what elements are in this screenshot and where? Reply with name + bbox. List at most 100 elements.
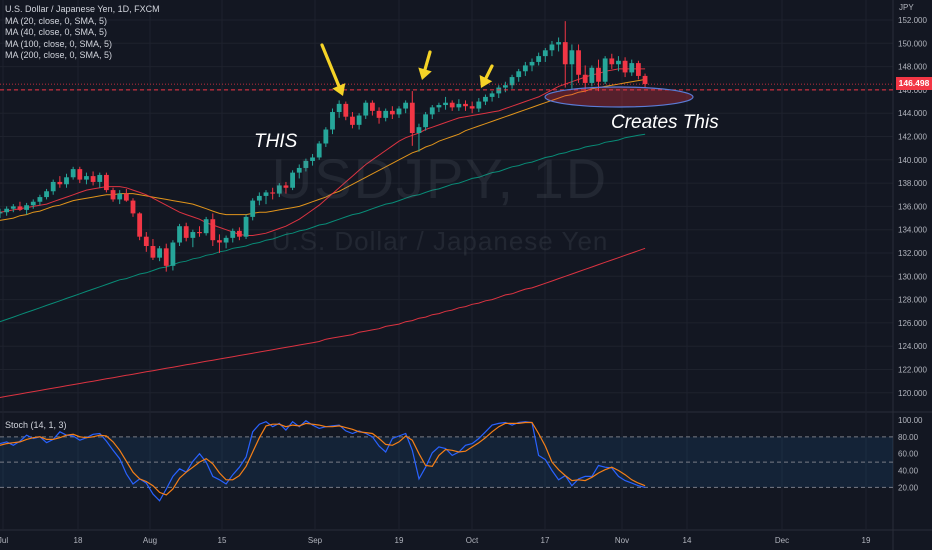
arrow-shaft (423, 50, 432, 72)
candle-body (296, 167, 302, 173)
candle-body (137, 213, 143, 237)
candle-body (522, 65, 528, 72)
arrow-head (479, 75, 493, 88)
time-tick: Aug (143, 536, 157, 545)
legend-ma100[interactable]: MA (100, close, 0, SMA, 5) (5, 38, 113, 49)
ma-line-ma40 (0, 78, 646, 221)
price-tick: 142.000 (898, 133, 927, 142)
candle-body (50, 181, 56, 192)
candle-body (37, 197, 43, 202)
candle-body (343, 103, 349, 117)
candle-body (190, 232, 196, 238)
candle-body (436, 105, 442, 108)
legend-ma20[interactable]: MA (20, close, 0, SMA, 5) (5, 15, 108, 26)
candle-body (123, 193, 129, 201)
ma-line-ma100 (0, 133, 646, 323)
time-tick: 19 (862, 536, 871, 545)
arrow-head (332, 83, 346, 96)
price-tick: 138.000 (898, 179, 927, 188)
candle-body (383, 110, 389, 118)
candle-body (30, 201, 36, 206)
stoch-tick: 60.00 (898, 450, 919, 459)
candle-body (609, 58, 615, 65)
candle-body (263, 192, 269, 196)
stoch-band (0, 436, 893, 488)
time-axis[interactable]: Jul 18 Aug 15 Sep 19 Oct 17 Nov 14 Dec 19 (0, 536, 871, 545)
candle-body (363, 102, 369, 116)
stoch-tick: 20.00 (898, 483, 919, 492)
candle-body (243, 216, 249, 237)
time-tick: 18 (74, 536, 83, 545)
candle-body (223, 237, 229, 243)
legend-symbol[interactable]: U.S. Dollar / Japanese Yen, 1D, FXCM (5, 4, 160, 14)
candle-body (203, 219, 209, 234)
candle-body (542, 50, 548, 57)
chart-legend[interactable]: U.S. Dollar / Japanese Yen, 1D, FXCM MA … (5, 4, 160, 62)
price-axis[interactable]: 120.000 122.000 124.000 126.000 128.000 130.0… (898, 16, 927, 398)
arrow-shaft (484, 64, 494, 80)
legend-ma40[interactable]: MA (40, close, 0, SMA, 5) (5, 27, 108, 37)
annotation-creates-this: Creates This (611, 112, 719, 133)
candle-body (636, 63, 641, 76)
candle-body (44, 191, 49, 198)
candle-body (509, 77, 515, 86)
candle-body (476, 101, 482, 109)
candle-body (197, 232, 202, 234)
stoch-axis[interactable]: 20.00 40.00 60.00 80.00 100.00 (898, 416, 923, 492)
currency-label: JPY (899, 3, 914, 12)
candle-body (556, 42, 561, 45)
candle-body (177, 226, 182, 243)
ma-line-ma200 (0, 247, 646, 398)
candle-body (350, 116, 355, 125)
time-tick: Sep (308, 536, 323, 545)
candle-body (416, 127, 422, 134)
candle-body (503, 85, 508, 88)
candle-body (602, 58, 608, 82)
candle-body (409, 102, 415, 134)
price-tick: 130.000 (898, 272, 927, 281)
time-tick: Oct (466, 536, 479, 545)
candle-body (230, 230, 236, 238)
candle-body (70, 169, 76, 178)
candle-body (456, 103, 462, 108)
time-tick: 14 (683, 536, 692, 545)
candle-body (562, 42, 568, 65)
candle-body (370, 102, 375, 111)
arrow-head (418, 67, 432, 80)
legend-ma200[interactable]: MA (200, close, 0, SMA, 5) (5, 50, 113, 60)
price-tick: 152.000 (898, 16, 927, 25)
stoch-lines (0, 420, 646, 502)
candle-body (316, 143, 322, 158)
candle-body (356, 115, 362, 125)
candle-body (536, 56, 542, 62)
candle-body (110, 190, 116, 200)
stoch-line-k (0, 420, 646, 502)
price-tick: 124.000 (898, 342, 927, 351)
candle-body (24, 205, 29, 210)
candle-body (622, 60, 628, 73)
stoch-legend[interactable]: Stoch (14, 1, 3) (5, 420, 67, 430)
candle-body (642, 75, 648, 85)
price-tick: 150.000 (898, 39, 927, 48)
time-tick: Dec (775, 536, 789, 545)
candle-body (237, 230, 242, 237)
price-tick: 126.000 (898, 319, 927, 328)
price-tick: 148.000 (898, 63, 927, 72)
candle-body (130, 200, 136, 214)
candle-body (423, 114, 428, 128)
candle-body (463, 103, 468, 107)
candle-body (250, 200, 256, 217)
candle-body (469, 106, 475, 109)
candle-body (217, 240, 222, 243)
price-tick: 120.000 (898, 389, 927, 398)
time-tick: 19 (395, 536, 404, 545)
candle-body (157, 248, 162, 258)
candle-body (210, 219, 216, 241)
candle-body (449, 102, 455, 108)
candle-body (256, 195, 262, 201)
stoch-tick: 100.00 (898, 416, 923, 425)
arrow-2 (418, 50, 432, 80)
candle-body (57, 181, 63, 185)
candle-body (629, 63, 635, 73)
